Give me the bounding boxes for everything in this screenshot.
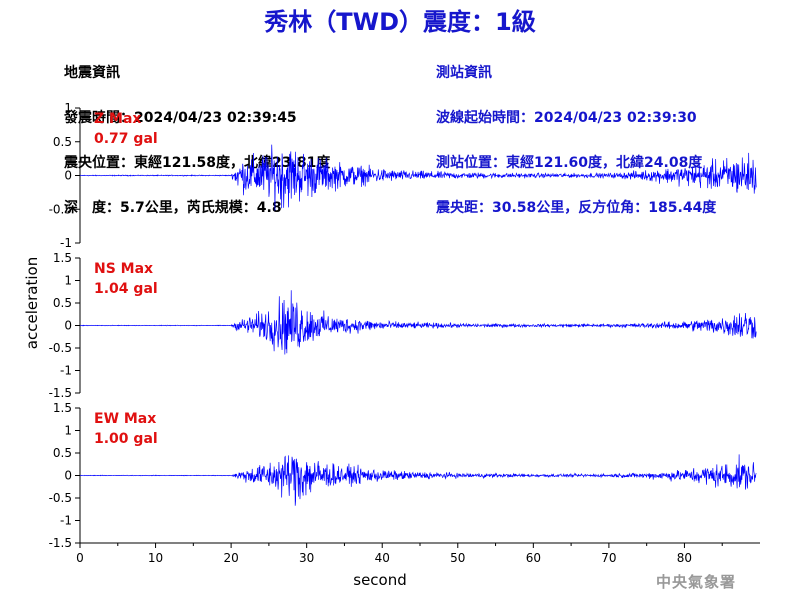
ns-y-tick-label: 0.5 [53, 296, 72, 310]
origin-time: 發震時間：2024/04/23 02:39:45 [64, 110, 297, 126]
epicenter-location: 震央位置：東經121.58度，北緯23.81度 [64, 155, 331, 171]
x-tick-label: 0 [76, 551, 84, 565]
z-y-tick-label: 0 [64, 169, 72, 183]
y-axis-label: acceleration [23, 257, 41, 349]
ew-y-tick-label: -0.5 [49, 491, 72, 505]
ns-y-tick-label: -0.5 [49, 341, 72, 355]
x-tick-label: 60 [526, 551, 541, 565]
station-location: 測站位置：東經121.60度，北緯24.08度 [436, 155, 703, 171]
z-y-tick-label: -0.5 [49, 202, 72, 216]
x-tick-label: 80 [677, 551, 692, 565]
ew-y-tick-label: 0 [64, 469, 72, 483]
z-max-label: Z Max [94, 111, 141, 127]
earthquake-info-heading: 地震資訊 [64, 65, 120, 81]
ew-y-tick-label: 1.5 [53, 401, 72, 415]
ns-waveform-line [79, 290, 757, 355]
ew-y-tick-label: 1 [64, 424, 72, 438]
wave-start-time: 波線起始時間：2024/04/23 02:39:30 [436, 110, 697, 126]
ns-max-value: 1.04 gal [94, 281, 158, 297]
ew-y-tick-label: 0.5 [53, 446, 72, 460]
ns-y-tick-label: -1.5 [49, 386, 72, 400]
ns-y-tick-label: -1 [60, 364, 72, 378]
z-y-tick-label: -1 [60, 236, 72, 250]
station-info-heading: 測站資訊 [436, 65, 492, 81]
z-waveform-line [79, 144, 757, 211]
ns-y-tick-label: 0 [64, 319, 72, 333]
z-y-tick-label: 1 [64, 101, 72, 115]
ew-y-tick-label: -1 [60, 514, 72, 528]
ew-y-tick-label: -1.5 [49, 536, 72, 550]
x-tick-label: 20 [223, 551, 238, 565]
z-max-value: 0.77 gal [94, 131, 158, 147]
x-tick-label: 30 [299, 551, 314, 565]
earthquake-info: 地震資訊 發震時間：2024/04/23 02:39:45 震央位置：東經121… [64, 36, 330, 231]
x-tick-label: 40 [375, 551, 390, 565]
ns-y-tick-label: 1.5 [53, 251, 72, 265]
z-y-tick-label: 0.5 [53, 135, 72, 149]
x-tick-label: 70 [601, 551, 616, 565]
epicentral-distance: 震央距：30.58公里，反方位角：185.44度 [436, 200, 717, 216]
ns-max-label: NS Max [94, 261, 153, 277]
ns-y-tick-label: 1 [64, 274, 72, 288]
x-axis-label: second [353, 571, 407, 589]
depth-magnitude: 深 度：5.7公里，芮氏規模：4.8 [64, 200, 282, 216]
x-tick-label: 50 [450, 551, 465, 565]
ew-waveform-line [79, 454, 757, 506]
station-info: 測站資訊 波線起始時間：2024/04/23 02:39:30 測站位置：東經1… [436, 36, 716, 231]
ew-max-value: 1.00 gal [94, 431, 158, 447]
agency-watermark: 中央氣象署 [656, 573, 737, 591]
page-title: 秀林（TWD）震度：1級 [264, 8, 536, 36]
x-tick-label: 10 [148, 551, 163, 565]
ew-max-label: EW Max [94, 411, 156, 427]
